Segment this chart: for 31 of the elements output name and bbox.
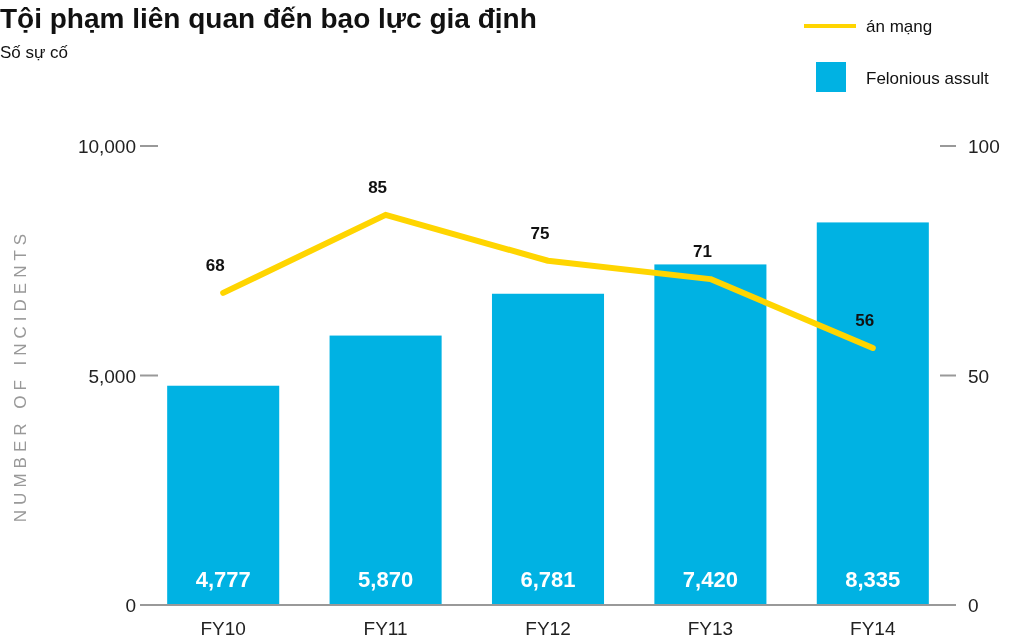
data-label: 7,420 [682,567,738,592]
bar [167,385,280,605]
data-label: 75 [530,223,550,243]
data-label: 6,781 [520,567,576,592]
y-tick-label: 0 [125,595,136,616]
data-label: 85 [368,177,388,197]
data-label: 56 [855,310,875,330]
data-label: 8,335 [845,567,901,592]
x-tick-label: FY13 [687,618,734,639]
data-label: 71 [692,242,712,262]
data-label: 4,777 [195,567,251,592]
bar [816,222,929,605]
bar [329,335,442,605]
chart-title: Tội phạm liên quan đến bạo lực gia định [0,3,537,34]
x-tick-label: FY11 [363,618,408,639]
y-axis-title: NUMBER OF INCIDENTS [11,228,30,523]
data-label: 5,870 [358,567,414,592]
y-tick-label: 5,000 [88,365,136,387]
data-label: 68 [205,255,225,275]
legend-label: Felonious assult [866,69,990,88]
y2-tick-label: 0 [968,595,979,616]
y-tick-label: 10,000 [77,136,136,157]
x-tick-label: FY12 [525,618,571,639]
legend-label: án mạng [866,17,933,36]
y2-tick-label: 100 [968,136,1000,157]
chart-subtitle: Số sự cố [0,43,69,62]
bar [654,264,767,605]
y2-tick-label: 50 [968,365,990,387]
bar [491,293,605,605]
x-tick-label: FY14 [850,618,896,639]
x-tick-label: FY10 [200,618,246,639]
